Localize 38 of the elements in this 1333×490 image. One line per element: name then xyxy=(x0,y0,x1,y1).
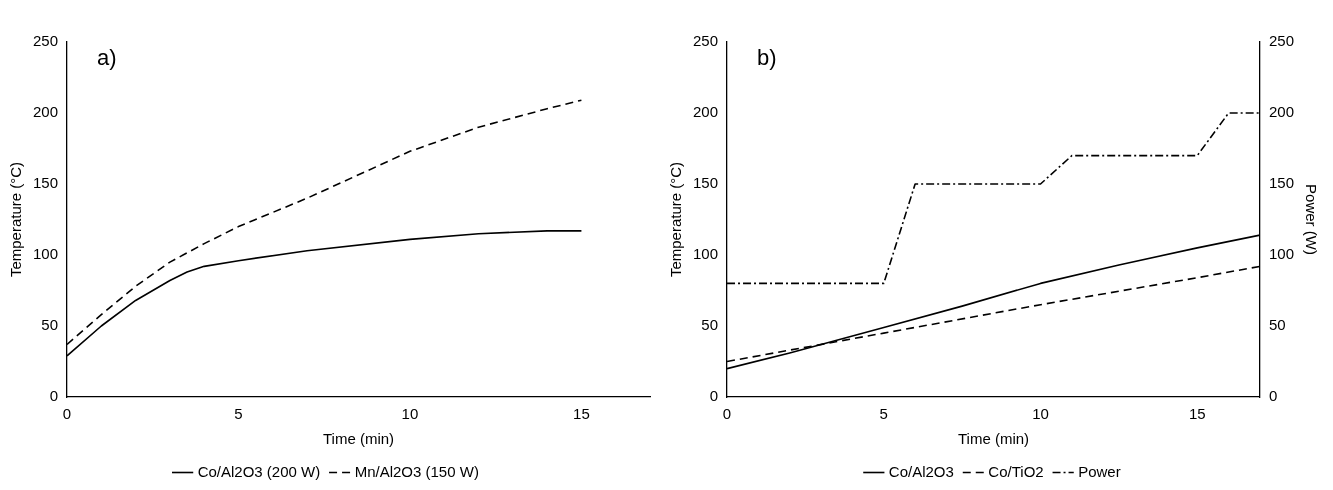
x-tick-label: 0 xyxy=(62,405,72,423)
x-tick-label: 15 xyxy=(573,405,590,423)
x-tick-label: 15 xyxy=(1188,405,1206,423)
y2-tick-label: 250 xyxy=(1268,32,1294,50)
annotation: a) xyxy=(97,45,117,71)
x-axis-title: Time (min) xyxy=(322,430,395,448)
y-tick-label: 50 xyxy=(41,316,59,334)
legend-label: Co/TiO2 xyxy=(988,462,1044,480)
y-tick-label: 150 xyxy=(693,174,719,192)
annotation: b) xyxy=(757,45,777,71)
legend-label: Co/Al2O3 xyxy=(888,462,954,480)
y-tick-label: 250 xyxy=(693,32,719,50)
x-tick-label: 10 xyxy=(1032,405,1049,423)
y2-tick-label: 50 xyxy=(1268,316,1286,334)
x-tick-label: 5 xyxy=(879,405,888,423)
legend-label: Mn/Al2O3 (150 W) xyxy=(354,462,479,480)
x-tick-label: 10 xyxy=(401,405,419,423)
x-axis-title: Time (min) xyxy=(957,430,1030,448)
legend-label: Co/Al2O3 (200 W) xyxy=(197,462,321,480)
y-axis-title: Temperature (°C) xyxy=(7,161,25,278)
x-tick-label: 0 xyxy=(722,405,732,423)
y2-tick-label: 150 xyxy=(1268,174,1294,192)
y-tick-label: 100 xyxy=(33,245,59,263)
y2-axis-title: Power (W) xyxy=(1302,184,1320,255)
y-axis-title: Temperature (°C) xyxy=(667,161,685,278)
y-tick-label: 150 xyxy=(33,174,59,192)
y-tick-label: 50 xyxy=(701,316,719,334)
y-tick-label: 100 xyxy=(693,245,719,263)
y-tick-label: 200 xyxy=(693,103,719,121)
legend-label: Power xyxy=(1078,462,1121,480)
x-tick-label: 5 xyxy=(234,405,243,423)
y2-tick-label: 200 xyxy=(1268,103,1294,121)
y-tick-label: 250 xyxy=(33,32,59,50)
y-tick-label: 0 xyxy=(49,387,59,405)
y2-tick-label: 0 xyxy=(1268,387,1278,405)
y2-tick-label: 100 xyxy=(1268,245,1294,263)
y-tick-label: 200 xyxy=(33,103,59,121)
y-tick-label: 0 xyxy=(709,387,719,405)
